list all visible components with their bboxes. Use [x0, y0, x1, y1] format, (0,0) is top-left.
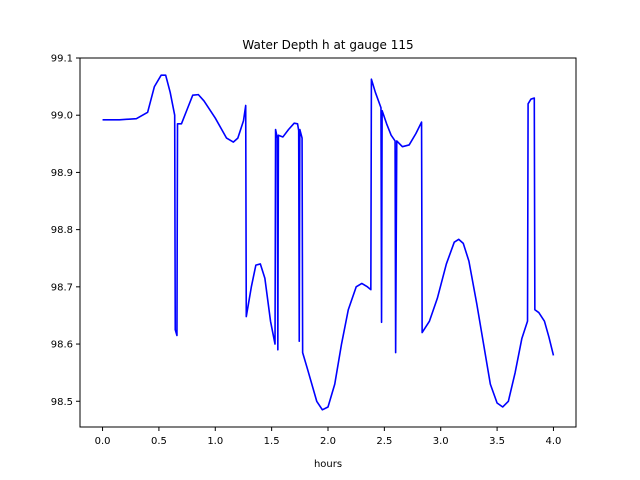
- x-tick-label: 2.0: [320, 436, 336, 447]
- y-tick-label: 98.8: [51, 225, 73, 236]
- series-line-1: [102, 74, 555, 411]
- y-tick-label: 98.7: [51, 282, 73, 293]
- y-axis: 98.5 98.6 98.7 98.8 98.9 99.0 99.1: [51, 54, 80, 408]
- y-tick-label: 98.6: [51, 340, 73, 351]
- x-tick-label: 2.5: [376, 436, 392, 447]
- x-axis-label: hours: [314, 459, 342, 470]
- y-tick-label: 98.5: [51, 397, 73, 408]
- chart-title: Water Depth h at gauge 115: [242, 38, 413, 52]
- x-tick-label: 0.0: [95, 436, 111, 447]
- x-tick-label: 0.5: [151, 436, 167, 447]
- y-tick-label: 98.9: [51, 168, 73, 179]
- x-tick-label: 1.5: [264, 436, 280, 447]
- x-tick-label: 3.0: [433, 436, 449, 447]
- x-axis: 0.0 0.5 1.0 1.5 2.0 2.5 3.0 3.5 4.0: [95, 427, 562, 447]
- y-tick-label: 99.1: [51, 54, 73, 65]
- x-tick-label: 1.0: [207, 436, 223, 447]
- y-tick-label: 99.0: [51, 111, 73, 122]
- x-tick-label: 4.0: [546, 436, 562, 447]
- x-tick-label: 3.5: [489, 436, 505, 447]
